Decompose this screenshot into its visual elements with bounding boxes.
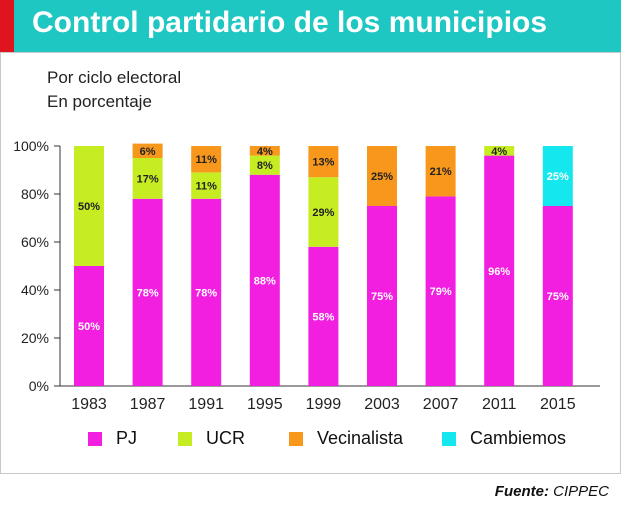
source-label: Fuente: bbox=[494, 483, 549, 500]
data-label-vecinalista-1991: 11% bbox=[195, 154, 217, 166]
data-label-ucr-1991: 11% bbox=[195, 181, 217, 193]
legend-swatch-vecinalista bbox=[289, 431, 303, 446]
y-tick-label: 0% bbox=[29, 378, 49, 394]
data-label-ucr-1999: 29% bbox=[312, 207, 334, 219]
bar-segment-pj-2007 bbox=[425, 196, 456, 386]
x-tick-label: 2003 bbox=[364, 396, 400, 413]
legend-label-pj: PJ bbox=[116, 428, 138, 448]
data-label-pj-1999: 58% bbox=[312, 311, 334, 323]
bar-segment-vecinalista-1991 bbox=[191, 146, 222, 173]
source-name: CIPPEC bbox=[553, 483, 609, 500]
header-bar: Control partidario de los municipios bbox=[0, 0, 621, 52]
bar-segment-ucr-1983 bbox=[74, 146, 104, 266]
data-label-ucr-1995: 8% bbox=[257, 160, 273, 172]
y-tick-label: 80% bbox=[21, 186, 49, 202]
x-tick-label: 2011 bbox=[482, 396, 517, 413]
legend-label-vecinalista: Vecinalista bbox=[317, 428, 404, 448]
data-label-pj-2011: 96% bbox=[488, 266, 510, 278]
bar-segment-vecinalista-2007 bbox=[425, 146, 456, 197]
legend-swatch-ucr bbox=[178, 431, 192, 446]
chart-subtitle-line1: Por ciclo electoral bbox=[47, 68, 182, 87]
bar-segment-pj-2015 bbox=[542, 206, 573, 386]
data-label-ucr-1987: 17% bbox=[137, 173, 159, 185]
bar-segment-ucr-1999 bbox=[308, 177, 339, 247]
bar-segment-vecinalista-2003 bbox=[367, 146, 397, 206]
legend-item-cambiemos: Cambiemos bbox=[442, 428, 566, 450]
legend-item-vecinalista: Vecinalista bbox=[289, 428, 403, 450]
legend-label-cambiemos: Cambiemos bbox=[470, 428, 567, 448]
bar-segment-ucr-1995 bbox=[249, 155, 280, 175]
bar-segment-ucr-1991 bbox=[191, 172, 222, 199]
legend-item-ucr: UCR bbox=[178, 428, 245, 450]
bar-segment-ucr-2011 bbox=[484, 146, 515, 156]
data-label-pj-2007: 79% bbox=[430, 286, 452, 298]
bar-segment-pj-1995 bbox=[249, 174, 280, 386]
y-tick-label: 40% bbox=[21, 282, 49, 298]
bar-segment-vecinalista-1987 bbox=[132, 143, 163, 158]
data-label-vecinalista-2003: 25% bbox=[371, 171, 393, 183]
bar-segment-pj-1991 bbox=[191, 198, 222, 386]
data-label-pj-1995: 88% bbox=[254, 275, 276, 287]
y-tick-label: 60% bbox=[21, 234, 49, 250]
x-tick-label: 1999 bbox=[306, 396, 342, 413]
bar-segment-pj-1999 bbox=[308, 246, 339, 386]
page-title: Control partidario de los municipios bbox=[32, 6, 548, 39]
x-tick-label: 1995 bbox=[247, 396, 283, 413]
data-label-pj-1991: 78% bbox=[195, 287, 217, 299]
chart-subtitle-line2: En porcentaje bbox=[47, 92, 152, 111]
x-tick-label: 1983 bbox=[71, 396, 107, 413]
data-label-vecinalista-1999: 13% bbox=[312, 157, 334, 169]
data-label-pj-1987: 78% bbox=[137, 287, 159, 299]
data-label-vecinalista-1995: 4% bbox=[257, 146, 273, 158]
data-label-vecinalista-2007: 21% bbox=[430, 166, 452, 178]
legend-swatch-cambiemos bbox=[442, 431, 456, 446]
x-tick-label: 2007 bbox=[423, 396, 459, 413]
data-label-cambiemos-2015: 25% bbox=[547, 171, 569, 183]
y-tick-label: 100% bbox=[13, 138, 49, 154]
header-accent bbox=[0, 0, 14, 52]
legend-item-pj: PJ bbox=[88, 428, 137, 450]
source-note: Fuente: CIPPEC bbox=[495, 483, 609, 500]
x-tick-label: 1987 bbox=[130, 396, 166, 413]
data-label-ucr-2011: 4% bbox=[491, 146, 507, 158]
bar-segment-ucr-1987 bbox=[132, 158, 163, 199]
data-label-pj-1983: 50% bbox=[78, 321, 100, 333]
bar-segment-pj-1983 bbox=[74, 266, 104, 386]
data-label-pj-2003: 75% bbox=[371, 291, 393, 303]
x-tick-label: 1991 bbox=[188, 396, 224, 413]
y-tick-label: 20% bbox=[21, 330, 49, 346]
bar-segment-vecinalista-1999 bbox=[308, 146, 339, 178]
legend-swatch-pj bbox=[88, 431, 102, 446]
bar-segment-pj-1987 bbox=[132, 198, 163, 386]
data-label-pj-2015: 75% bbox=[547, 291, 569, 303]
bar-segment-pj-2003 bbox=[367, 206, 397, 386]
data-label-ucr-1983: 50% bbox=[78, 201, 100, 213]
bar-segment-vecinalista-1995 bbox=[249, 146, 280, 156]
data-label-vecinalista-1987: 6% bbox=[140, 146, 156, 158]
x-tick-label: 2015 bbox=[540, 396, 576, 413]
bar-segment-cambiemos-2015 bbox=[542, 146, 573, 206]
legend-label-ucr: UCR bbox=[206, 428, 245, 448]
bar-segment-pj-2011 bbox=[484, 155, 515, 386]
